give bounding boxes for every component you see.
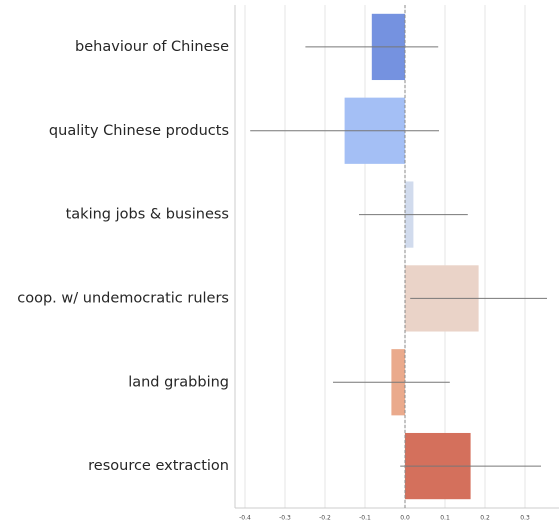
y-tick-label: coop. w/ undemocratic rulers (17, 290, 229, 306)
x-tick-label: 0.1 (440, 515, 450, 522)
x-tick-label: 0.3 (520, 515, 530, 522)
y-tick-label: resource extraction (88, 458, 229, 474)
x-tick-label: 0.0 (400, 515, 410, 522)
y-tick-label: behaviour of Chinese (75, 39, 229, 55)
y-tick-label: quality Chinese products (49, 123, 229, 139)
x-tick-label: -0.2 (319, 515, 331, 522)
y-tick-label: land grabbing (128, 374, 229, 390)
x-tick-label: 0.2 (480, 515, 490, 522)
x-tick-label: -0.3 (279, 515, 291, 522)
x-tick-label: -0.1 (359, 515, 371, 522)
y-tick-label: taking jobs & business (66, 207, 229, 223)
x-tick-label: -0.4 (239, 515, 251, 522)
